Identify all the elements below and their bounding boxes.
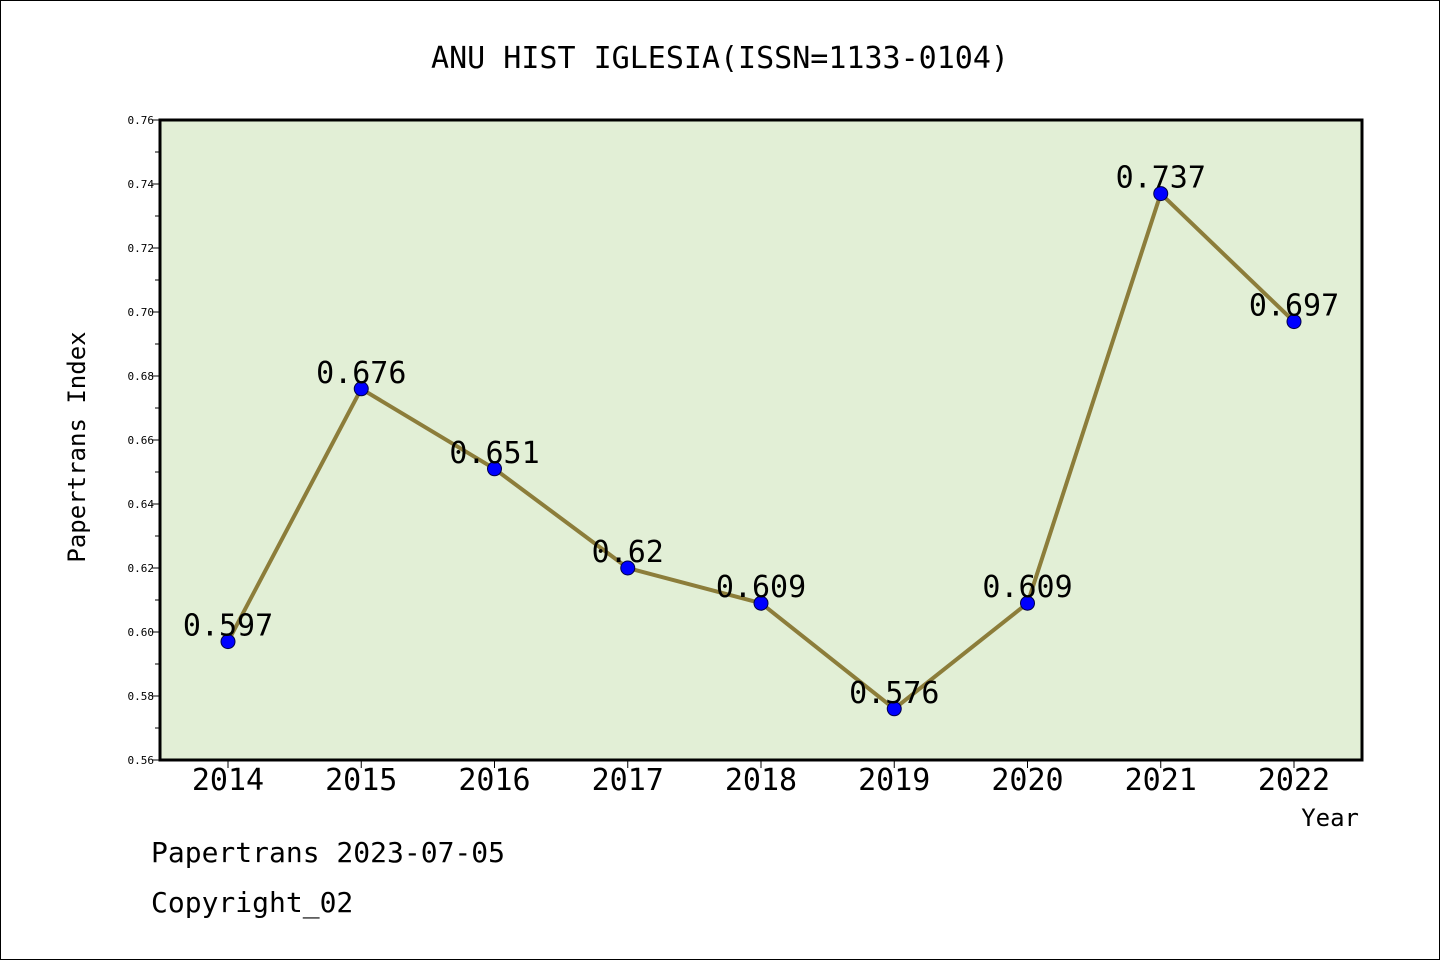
x-tick-label: 2022 <box>1258 763 1330 798</box>
data-point <box>220 634 236 650</box>
x-axis-label: Year <box>1301 804 1359 832</box>
data-label: 0.62 <box>592 535 664 570</box>
data-point <box>1286 314 1302 330</box>
y-tick-label: 0.76 <box>128 114 155 127</box>
y-axis-label: Papertrans Index <box>63 331 91 562</box>
x-tick-label: 2015 <box>325 763 397 798</box>
x-tick-label: 2014 <box>192 763 264 798</box>
y-tick-label: 0.56 <box>128 754 155 767</box>
data-label: 0.697 <box>1249 289 1339 324</box>
data-label: 0.651 <box>449 436 539 471</box>
y-tick-label: 0.60 <box>128 626 155 639</box>
y-tick-label: 0.62 <box>128 562 155 575</box>
y-tick-label: 0.66 <box>128 434 155 447</box>
x-tick-label: 2020 <box>991 763 1063 798</box>
x-tick-label: 2017 <box>592 763 664 798</box>
data-point <box>487 461 502 477</box>
y-axis: 0.56 0.58 0.60 0.62 0.64 0.66 0.68 0.70 0.72 0.74… <box>128 114 160 767</box>
data-point <box>353 381 369 397</box>
data-label: 0.609 <box>982 570 1072 605</box>
plot-area <box>158 118 1364 762</box>
x-tick-label: 2019 <box>858 763 930 798</box>
data-point <box>1020 595 1035 611</box>
y-tick-label: 0.58 <box>128 690 155 703</box>
x-tick-label: 2016 <box>458 763 530 798</box>
data-point <box>620 560 636 576</box>
data-label: 0.597 <box>183 609 273 644</box>
y-tick-label: 0.64 <box>128 498 155 511</box>
data-label: 0.737 <box>1116 161 1206 196</box>
x-tick-label: 2021 <box>1125 763 1197 798</box>
y-tick-label: 0.74 <box>128 178 155 191</box>
data-point <box>1153 186 1169 202</box>
y-tick-label: 0.70 <box>128 306 155 319</box>
data-points <box>220 186 1302 717</box>
data-label: 0.576 <box>849 676 939 711</box>
x-tick-label: 2018 <box>725 763 797 798</box>
y-tick-label: 0.72 <box>128 242 155 255</box>
data-point <box>753 595 769 611</box>
footer-copyright: Copyright_02 <box>151 886 354 919</box>
chart-title: ANU HIST IGLESIA(ISSN=1133-0104) <box>431 41 1009 76</box>
data-label: 0.609 <box>716 570 806 605</box>
data-label: 0.676 <box>316 356 406 391</box>
data-labels: 0.597 0.676 0.651 0.62 0.609 0.576 0.609 0.737 0… <box>183 161 1339 711</box>
data-point <box>886 701 902 717</box>
y-tick-label: 0.68 <box>128 370 155 383</box>
x-axis: 2014 2015 2016 2017 2018 2019 2020 2021 2022 <box>192 760 1330 798</box>
footer-source: Papertrans 2023-07-05 <box>151 836 506 869</box>
